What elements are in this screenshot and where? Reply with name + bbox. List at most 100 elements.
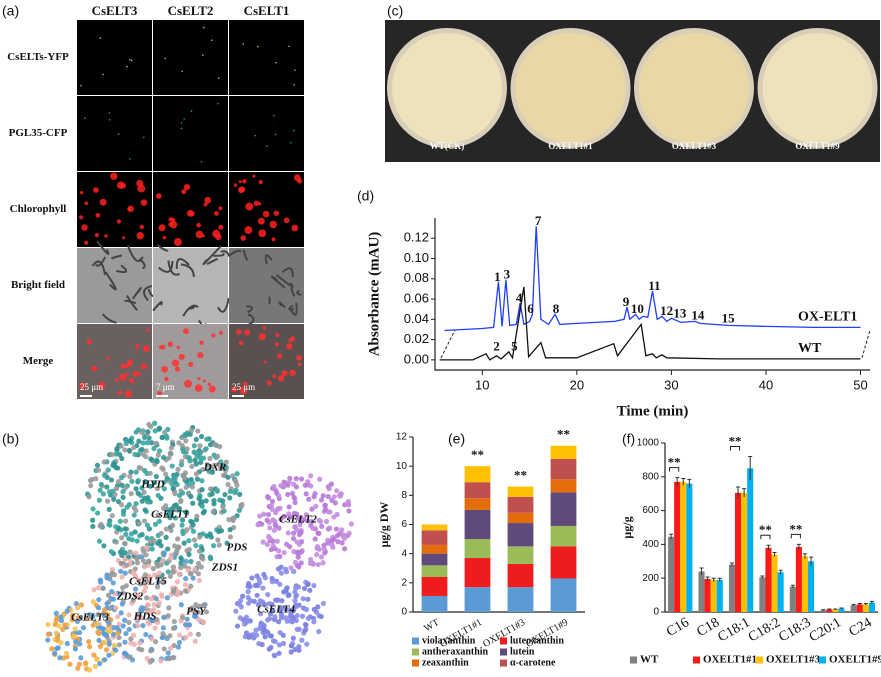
network-node	[171, 654, 177, 661]
y-tick-label: 0.04	[404, 311, 429, 326]
signal	[202, 379, 206, 383]
network-node	[287, 514, 293, 520]
network-node	[130, 632, 137, 638]
y-tick-label: 1000	[637, 438, 660, 449]
network-node	[127, 654, 133, 660]
network-node	[168, 451, 174, 457]
row-label: Chlorophyll	[10, 203, 67, 215]
network-node	[303, 511, 309, 518]
network-node	[120, 494, 126, 500]
signal	[180, 127, 183, 130]
bar-segment	[421, 530, 448, 545]
network-node	[184, 616, 190, 622]
network-node	[111, 496, 117, 502]
network-node	[71, 633, 78, 639]
signal	[183, 328, 189, 335]
trace	[439, 286, 861, 361]
network-node	[198, 564, 204, 570]
network-node	[315, 561, 321, 568]
network-node	[152, 480, 158, 486]
network-node	[308, 519, 315, 525]
network-node	[308, 483, 314, 489]
network-node	[133, 486, 139, 492]
signal	[160, 344, 166, 350]
network-node	[177, 492, 183, 499]
network-node	[135, 611, 141, 618]
legend-swatch	[412, 648, 419, 656]
axis	[434, 218, 870, 371]
error-bar	[869, 600, 874, 605]
network-node	[314, 552, 320, 558]
network-node	[214, 453, 221, 459]
network-node	[257, 598, 263, 604]
network-node	[156, 425, 163, 431]
network-node	[140, 558, 146, 564]
network-node	[292, 646, 298, 653]
network-node	[141, 467, 148, 474]
network-node	[171, 475, 178, 481]
signal	[86, 339, 92, 345]
signal	[195, 230, 204, 239]
error-bar	[705, 576, 710, 582]
network-node	[101, 631, 108, 637]
network-node	[234, 623, 241, 629]
signal	[108, 118, 111, 121]
network-label: ZDS1	[211, 562, 238, 574]
network-node	[122, 639, 128, 645]
network-node	[167, 573, 173, 579]
network-node	[192, 638, 198, 644]
network-node	[310, 525, 316, 531]
signal	[273, 210, 280, 216]
network-node	[67, 661, 73, 667]
network-node	[155, 512, 161, 518]
network-node	[144, 655, 150, 662]
network-node	[78, 602, 85, 608]
network-node	[45, 637, 51, 643]
network-label: CsELT2	[279, 514, 317, 526]
network-node	[174, 579, 181, 585]
network-node	[160, 558, 166, 564]
bar	[777, 572, 784, 612]
network-node	[156, 600, 162, 606]
network-node	[311, 619, 317, 625]
y-tick-label: 8	[401, 490, 407, 501]
network-node	[266, 495, 272, 501]
network-node	[298, 515, 304, 521]
peak-label: 15	[722, 310, 736, 325]
signal	[254, 134, 257, 137]
significance-label: **	[728, 434, 741, 449]
network-node	[187, 631, 193, 637]
network-node	[159, 465, 165, 471]
network-node	[183, 634, 189, 641]
signal	[286, 343, 293, 350]
dish-label: WT(CK)	[430, 141, 465, 151]
network-node	[165, 546, 171, 552]
network-node	[144, 595, 150, 601]
legend-label: antheraxanthin	[422, 646, 489, 657]
peak-label: 9	[623, 294, 630, 309]
bar-segment	[507, 496, 534, 513]
micrograph	[77, 96, 152, 171]
x-tick-label: 40	[759, 377, 773, 392]
error-bar	[766, 544, 771, 551]
error-bar	[729, 562, 734, 567]
network-node	[86, 638, 92, 645]
network-node	[192, 566, 198, 572]
network-node	[127, 549, 133, 555]
network-node	[151, 445, 157, 452]
legend-swatch	[500, 659, 507, 667]
network-node	[305, 581, 311, 588]
network-node	[318, 554, 325, 560]
signal	[79, 215, 84, 220]
signal	[215, 233, 222, 241]
cell-wall	[101, 313, 117, 324]
network-node	[178, 555, 184, 561]
cell-wall	[152, 301, 163, 312]
network-node	[254, 632, 260, 638]
network-node	[128, 636, 134, 642]
bar-segment	[421, 544, 448, 554]
network-node	[170, 564, 177, 570]
network-node	[321, 542, 327, 548]
network-node	[117, 451, 123, 458]
network-node	[45, 631, 52, 637]
